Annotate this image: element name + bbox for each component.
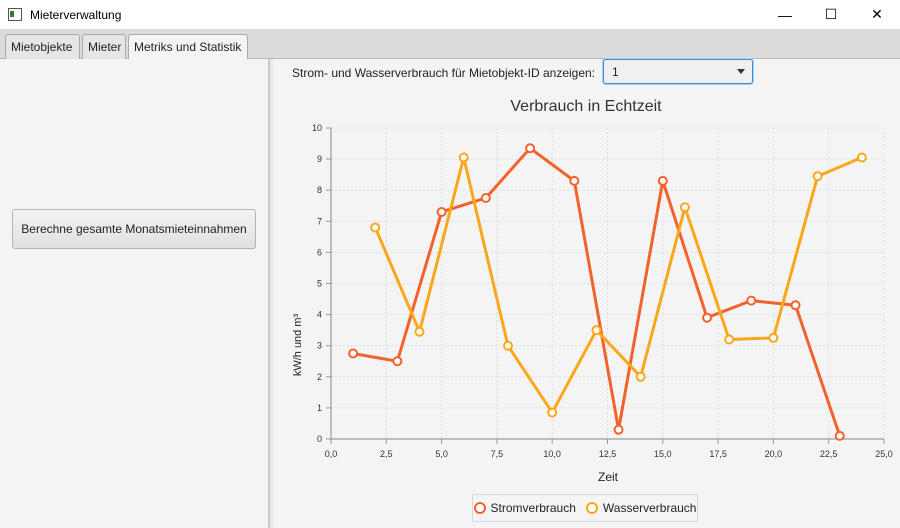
- x-tick-label: 17,5: [709, 449, 727, 459]
- data-point-wasser: [591, 325, 602, 336]
- window-title: Mieterverwaltung: [30, 7, 122, 22]
- title-bar: Mieterverwaltung — ☐ ✕: [0, 0, 900, 29]
- app-icon: [8, 8, 22, 21]
- data-point-strom: [834, 430, 845, 441]
- x-tick-label: 10,0: [543, 449, 561, 459]
- series-line-wasser: [373, 156, 863, 415]
- y-tick-label: 3: [317, 341, 322, 351]
- data-point-wasser: [724, 334, 735, 345]
- data-point-wasser: [502, 340, 513, 351]
- maximize-button[interactable]: ☐: [824, 6, 838, 22]
- select-value: 1: [612, 65, 619, 79]
- data-point-wasser: [768, 332, 779, 343]
- calc-total-rent-button[interactable]: Berechne gesamte Monatsmieteinnahmen: [12, 209, 256, 249]
- data-point-wasser: [635, 371, 646, 382]
- legend-label-wasser: Wasserverbrauch: [602, 501, 697, 515]
- minimize-button[interactable]: —: [778, 6, 792, 23]
- data-point-strom: [348, 348, 359, 359]
- x-tick-label: 20,0: [765, 449, 783, 459]
- data-point-strom: [436, 206, 447, 217]
- chart-title: Verbrauch in Echtzeit: [510, 98, 662, 115]
- y-axis-label: kW/h und m³: [292, 313, 304, 376]
- y-tick-label: 9: [317, 154, 322, 164]
- data-point-wasser: [458, 152, 469, 163]
- legend-symbol-wasser: [585, 502, 598, 514]
- close-button[interactable]: ✕: [871, 6, 883, 22]
- data-point-wasser: [679, 202, 690, 213]
- legend-item-wasser: Wasserverbrauch: [585, 501, 697, 515]
- x-tick-label: 5,0: [435, 449, 448, 459]
- x-tick-label: 12,5: [599, 449, 617, 459]
- legend-symbol-strom: [473, 502, 486, 514]
- y-tick-label: 5: [317, 279, 322, 289]
- data-point-strom: [569, 175, 580, 186]
- x-axis-label: Zeit: [598, 470, 619, 484]
- x-tick-label: 25,0: [875, 449, 893, 459]
- y-tick-label: 2: [317, 372, 322, 382]
- data-point-wasser: [414, 326, 425, 337]
- consumption-chart: Verbrauch in Echtzeit 0,0 2,5 5,0 7,5 10,0 12…: [292, 98, 893, 484]
- data-point-strom: [746, 295, 757, 306]
- left-pane: Berechne gesamte Monatsmieteinnahmen: [0, 59, 269, 528]
- data-point-wasser: [370, 222, 381, 233]
- y-tick-label: 0: [317, 434, 322, 444]
- x-tick-label: 15,0: [654, 449, 672, 459]
- data-point-strom: [392, 356, 403, 367]
- x-tick-label: 7,5: [491, 449, 504, 459]
- chevron-down-icon: [737, 69, 745, 74]
- data-point-wasser: [547, 407, 558, 418]
- series-line-strom: [352, 146, 842, 437]
- y-tick-label: 8: [317, 185, 322, 195]
- split-divider[interactable]: [269, 59, 273, 528]
- y-tick-label: 7: [317, 216, 322, 226]
- y-tick-label: 10: [312, 123, 322, 133]
- chart-legend: Stromverbrauch Wasserverbrauch: [472, 494, 698, 522]
- y-tick-label: 4: [317, 310, 322, 320]
- data-point-strom: [525, 143, 536, 154]
- object-id-select[interactable]: 1: [603, 59, 753, 84]
- tab-mietobjekte[interactable]: Mietobjekte: [5, 34, 80, 59]
- data-point-strom: [657, 175, 668, 186]
- legend-label-strom: Stromverbrauch: [490, 501, 576, 515]
- tab-metriks-und-statistik[interactable]: Metriks und Statistik: [128, 34, 248, 60]
- data-point-wasser: [812, 171, 823, 182]
- data-point-wasser: [856, 152, 867, 163]
- y-tick-label: 6: [317, 247, 322, 257]
- data-point-strom: [790, 300, 801, 311]
- tab-bar: Mietobjekte Mieter Metriks und Statistik: [0, 29, 900, 60]
- legend-item-strom: Stromverbrauch: [473, 501, 576, 515]
- tab-mieter[interactable]: Mieter: [82, 34, 126, 59]
- y-tick-label: 1: [317, 403, 322, 413]
- filter-label: Strom- und Wasserverbrauch für Mietobjek…: [292, 66, 596, 80]
- data-point-strom: [702, 312, 713, 323]
- x-tick-label: 2,5: [380, 449, 393, 459]
- x-tick-label: 22,5: [820, 449, 838, 459]
- data-point-strom: [480, 192, 491, 203]
- x-tick-label: 0,0: [325, 449, 338, 459]
- data-point-strom: [613, 424, 624, 435]
